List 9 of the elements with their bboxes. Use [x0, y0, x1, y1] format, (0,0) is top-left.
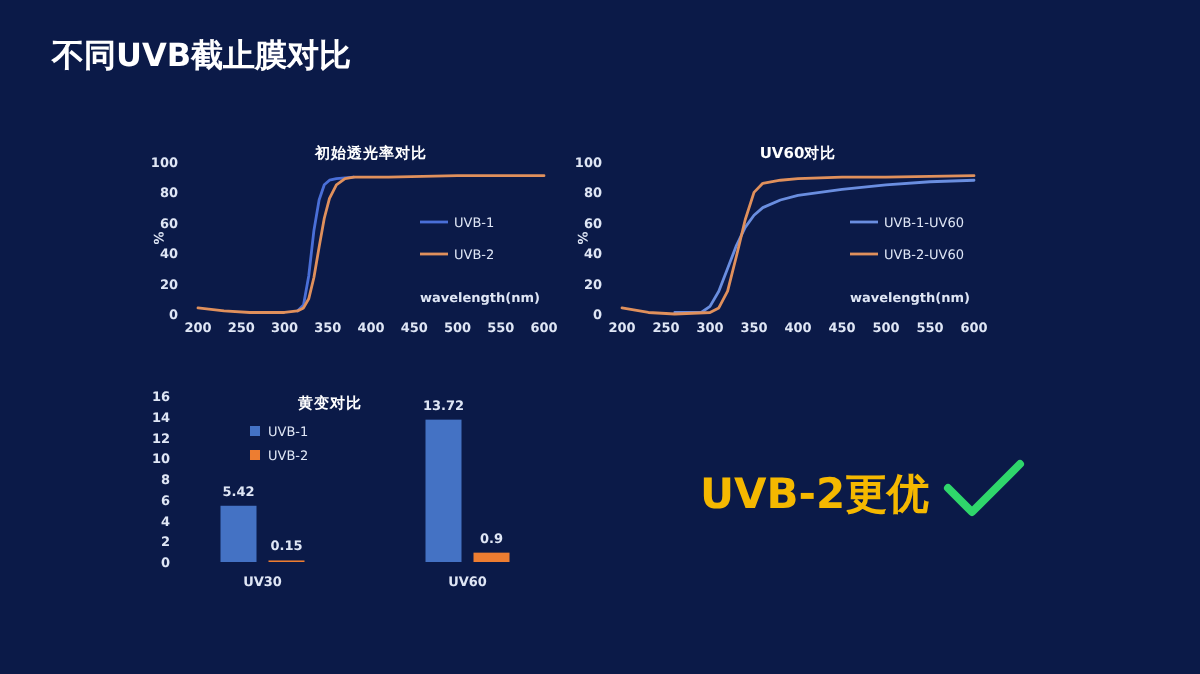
text: UVB-2更优: [700, 470, 930, 518]
text: 不同UVB截止膜对比: [50, 36, 352, 74]
line-series: [673, 178, 976, 314]
line-series: [620, 174, 976, 316]
line-series: [196, 174, 546, 314]
line-series: [296, 175, 356, 313]
bar: [220, 505, 257, 562]
bar: [425, 419, 462, 562]
bar: [473, 552, 510, 562]
